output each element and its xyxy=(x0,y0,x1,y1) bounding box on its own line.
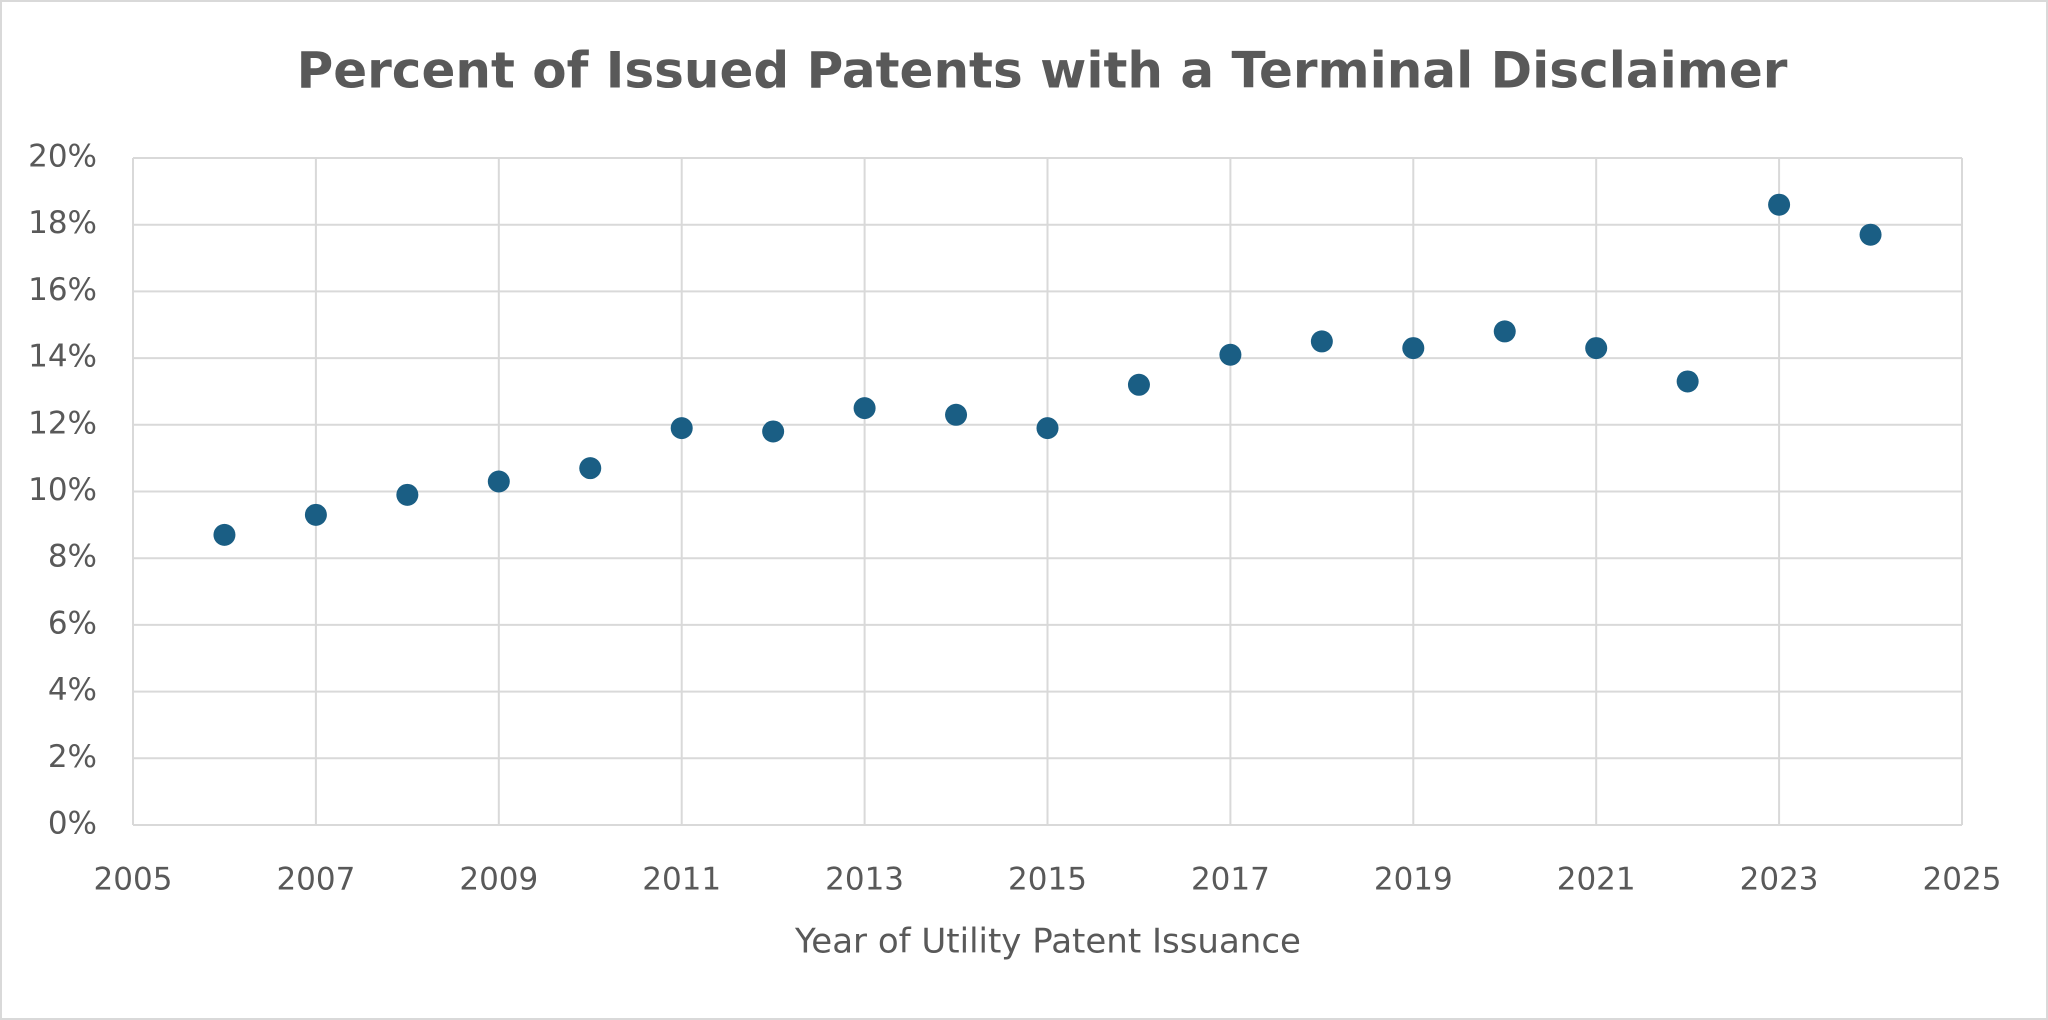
y-tick-label: 2% xyxy=(48,739,97,775)
x-tick-label: 2023 xyxy=(1740,862,1819,898)
x-tick-label: 2005 xyxy=(94,862,173,898)
data-point xyxy=(762,420,784,442)
x-tick-label: 2007 xyxy=(276,862,355,898)
x-tick-label: 2017 xyxy=(1191,862,1270,898)
data-point xyxy=(488,470,510,492)
data-point xyxy=(396,484,418,506)
x-tick-label: 2009 xyxy=(459,862,538,898)
y-tick-label: 0% xyxy=(48,806,97,842)
x-tick-label: 2013 xyxy=(825,862,904,898)
data-point xyxy=(671,417,693,439)
x-axis-title: Year of Utility Patent Issuance xyxy=(794,922,1301,962)
y-tick-label: 12% xyxy=(28,405,97,441)
data-point xyxy=(213,524,235,546)
chart-title: Percent of Issued Patents with a Termina… xyxy=(297,42,1788,100)
y-tick-label: 16% xyxy=(28,272,97,308)
y-tick-label: 20% xyxy=(28,139,97,175)
y-tick-label: 4% xyxy=(48,672,97,708)
data-point xyxy=(1311,330,1333,352)
data-point xyxy=(1128,374,1150,396)
data-point xyxy=(1768,194,1790,216)
data-point xyxy=(1402,337,1424,359)
y-tick-label: 14% xyxy=(28,339,97,375)
data-point xyxy=(945,404,967,426)
data-point xyxy=(1494,320,1516,342)
x-tick-label: 2021 xyxy=(1557,862,1636,898)
x-tick-label: 2019 xyxy=(1374,862,1453,898)
y-tick-label: 18% xyxy=(28,205,97,241)
y-tick-label: 10% xyxy=(28,472,97,508)
data-point xyxy=(1219,344,1241,366)
y-tick-label: 8% xyxy=(48,539,97,575)
data-point xyxy=(1860,224,1882,246)
data-point xyxy=(579,457,601,479)
y-tick-label: 6% xyxy=(48,605,97,641)
data-point xyxy=(854,397,876,419)
data-point xyxy=(1585,337,1607,359)
data-point xyxy=(305,504,327,526)
data-point xyxy=(1677,370,1699,392)
x-tick-label: 2011 xyxy=(642,862,721,898)
x-tick-label: 2015 xyxy=(1008,862,1087,898)
data-point xyxy=(1037,417,1059,439)
x-tick-label: 2025 xyxy=(1923,862,2002,898)
